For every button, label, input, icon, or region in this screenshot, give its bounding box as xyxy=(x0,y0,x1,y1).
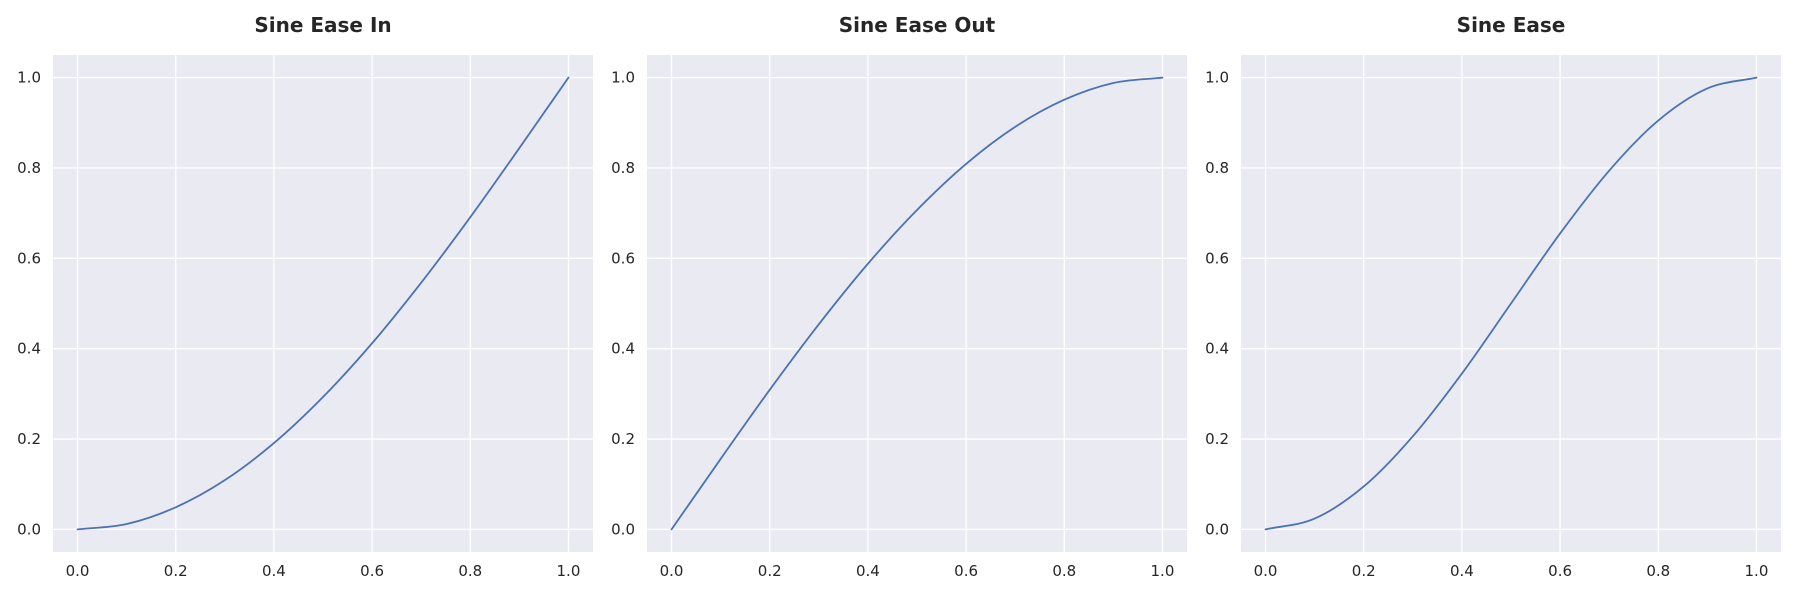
x-tick-label: 0.0 xyxy=(66,562,90,580)
y-tick-label: 0.0 xyxy=(1205,520,1229,538)
series-line xyxy=(76,76,570,531)
y-tick-label: 1.0 xyxy=(1205,69,1229,87)
plot-background xyxy=(53,55,593,552)
y-tick-label: 0.2 xyxy=(17,430,41,448)
x-tick-label: 0.4 xyxy=(856,562,880,580)
x-tick-label: 0.8 xyxy=(1052,562,1076,580)
x-tick-label: 0.4 xyxy=(262,562,286,580)
y-tick-label: 0.6 xyxy=(1205,249,1229,267)
x-tick-label: 1.0 xyxy=(557,562,581,580)
y-tick-label: 1.0 xyxy=(611,69,635,87)
chart-panel-sine-ease: Sine Ease 0.0 0.2 0.4 0.6 0.8 1.0 0.0 0.2 0.4 0.6… xyxy=(1205,13,1781,580)
x-tick-label: 0.6 xyxy=(360,562,384,580)
x-tick-label: 0.6 xyxy=(954,562,978,580)
series-line xyxy=(1264,76,1758,531)
y-tick-label: 0.6 xyxy=(611,249,635,267)
chart-title: Sine Ease xyxy=(1457,13,1566,37)
x-tick-label: 0.0 xyxy=(1254,562,1278,580)
chart-title: Sine Ease Out xyxy=(839,13,996,37)
x-tick-label: 0.2 xyxy=(1352,562,1376,580)
x-tick-label: 0.8 xyxy=(1646,562,1670,580)
y-tick-label: 0.8 xyxy=(17,159,41,177)
y-tick-label: 0.6 xyxy=(17,249,41,267)
y-tick-label: 0.8 xyxy=(611,159,635,177)
y-tick-label: 0.4 xyxy=(611,340,635,358)
y-tick-label: 1.0 xyxy=(17,69,41,87)
y-tick-label: 0.4 xyxy=(1205,340,1229,358)
chart-panel-sine-ease-out: Sine Ease Out 0.0 0.2 0.4 0.6 0.8 1.0 0.0 0.2 0.… xyxy=(611,13,1187,580)
y-tick-label: 0.2 xyxy=(611,430,635,448)
y-tick-label: 0.0 xyxy=(611,520,635,538)
x-tick-label: 0.8 xyxy=(458,562,482,580)
y-tick-label: 0.4 xyxy=(17,340,41,358)
x-tick-label: 0.6 xyxy=(1548,562,1572,580)
x-tick-label: 1.0 xyxy=(1151,562,1175,580)
chart-title: Sine Ease In xyxy=(254,13,391,37)
x-tick-label: 1.0 xyxy=(1745,562,1769,580)
y-tick-label: 0.0 xyxy=(17,520,41,538)
chart-panel-sine-ease-in: Sine Ease In 0.0 0.2 0.4 0.6 0.8 1.0 0.0 0.2 0.4… xyxy=(17,13,593,580)
x-tick-label: 0.0 xyxy=(660,562,684,580)
y-tick-label: 0.8 xyxy=(1205,159,1229,177)
series-line xyxy=(670,76,1164,531)
x-tick-label: 0.4 xyxy=(1450,562,1474,580)
y-tick-label: 0.2 xyxy=(1205,430,1229,448)
x-tick-label: 0.2 xyxy=(164,562,188,580)
plot-background xyxy=(647,55,1187,552)
x-tick-label: 0.2 xyxy=(758,562,782,580)
